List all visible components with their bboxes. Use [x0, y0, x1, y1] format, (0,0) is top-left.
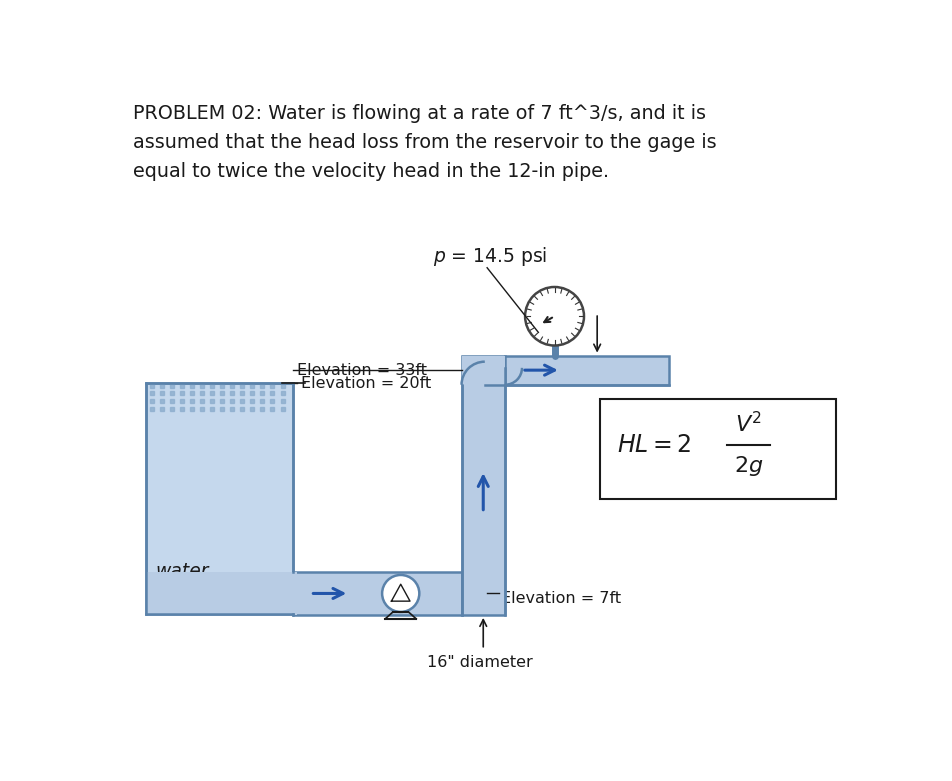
Circle shape: [382, 575, 419, 612]
Text: Elevation = 20ft: Elevation = 20ft: [301, 376, 431, 390]
Bar: [146, 572, 297, 615]
Text: $HL = 2$: $HL = 2$: [617, 433, 691, 457]
Text: 12" diameter: 12" diameter: [604, 405, 709, 420]
Text: Elevation = 33ft: Elevation = 33ft: [297, 362, 427, 378]
Bar: [462, 355, 505, 385]
Bar: [505, 355, 669, 385]
Text: $V^2$: $V^2$: [735, 412, 762, 437]
Text: assumed that the head loss from the reservoir to the gage is: assumed that the head loss from the rese…: [133, 133, 717, 152]
Text: equal to twice the velocity head in the 12-in pipe.: equal to twice the velocity head in the …: [133, 162, 609, 181]
Bar: [462, 355, 505, 615]
Circle shape: [526, 287, 584, 345]
Text: 16" diameter: 16" diameter: [427, 655, 533, 670]
Bar: [146, 383, 293, 614]
Bar: [293, 572, 462, 615]
Text: water: water: [155, 562, 208, 581]
Text: Elevation = 7ft: Elevation = 7ft: [501, 590, 622, 605]
Text: $2g$: $2g$: [734, 454, 763, 478]
Bar: [600, 398, 836, 499]
Text: $p$ = 14.5 psi: $p$ = 14.5 psi: [433, 244, 547, 268]
Text: PROBLEM 02: Water is flowing at a rate of 7 ft^3/s, and it is: PROBLEM 02: Water is flowing at a rate o…: [133, 104, 706, 123]
